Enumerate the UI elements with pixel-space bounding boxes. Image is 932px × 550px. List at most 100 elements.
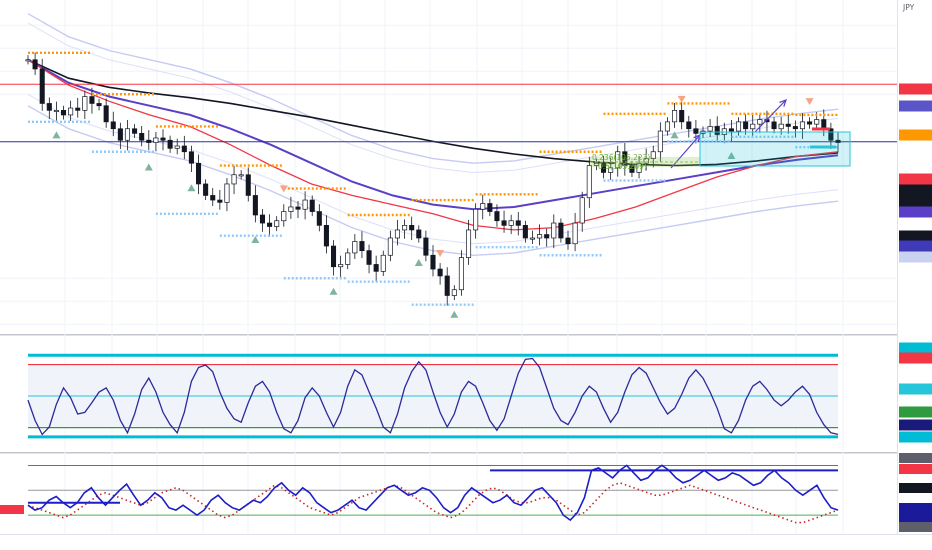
candle-body <box>89 96 95 104</box>
candle-body <box>160 137 166 141</box>
candle-body <box>771 121 777 130</box>
sell-signal-marker <box>279 185 288 193</box>
candle-body <box>828 128 834 141</box>
fib-labels: 0.236(105.223) 0.5(105.209) <box>592 153 650 171</box>
rsi-label-box <box>899 503 932 513</box>
rsi-pane[interactable] <box>27 464 839 524</box>
user-drawings[interactable] <box>590 99 851 169</box>
rsi-label <box>899 503 932 513</box>
osc-line <box>27 357 839 436</box>
candle-body <box>465 229 472 258</box>
buy-signal-marker <box>52 131 61 139</box>
pane-divider[interactable] <box>0 334 898 336</box>
candle-body <box>402 225 408 231</box>
currency-label: JPY <box>902 3 915 12</box>
fib-label-05: 0.5(105.209) <box>598 162 647 171</box>
candle-body <box>579 197 585 224</box>
rsi-label <box>899 464 932 474</box>
price-label <box>899 83 932 95</box>
candle-body <box>117 128 123 141</box>
candle-body <box>778 123 784 130</box>
candle-body <box>501 220 507 226</box>
rsi-label <box>899 453 932 463</box>
candle-body <box>423 237 429 256</box>
buy-signal-marker <box>187 184 196 192</box>
buy-signal-marker <box>450 310 459 318</box>
candle-body <box>366 250 372 265</box>
candle-body <box>792 126 798 130</box>
candle-body <box>316 211 322 226</box>
arrow-head <box>779 99 787 107</box>
candle-body <box>53 109 59 112</box>
drawing-arrow-2 <box>754 99 787 133</box>
candle-body <box>139 133 145 141</box>
consolidation-box <box>699 131 851 167</box>
buy-signal-marker <box>144 163 153 171</box>
candle-body <box>643 158 649 164</box>
rsi-left-label <box>0 505 24 515</box>
pane-divider[interactable] <box>0 452 898 454</box>
upper-band-inner <box>27 22 839 174</box>
candle-body <box>508 220 514 226</box>
candle-body <box>551 222 557 239</box>
rsi-axis[interactable] <box>0 453 932 532</box>
candle-body <box>345 252 351 265</box>
oscillator-axis[interactable] <box>899 342 932 443</box>
candle-body <box>174 145 180 149</box>
buy-signal-marker <box>670 131 679 139</box>
candle-body <box>25 59 31 62</box>
candle-body <box>494 211 500 222</box>
candle-body <box>387 237 393 256</box>
candle-body <box>39 68 45 104</box>
candle-body <box>195 162 202 185</box>
rsi-signal-line <box>27 481 839 524</box>
oscillator-pane[interactable] <box>27 353 839 439</box>
buy-signal-marker <box>251 236 260 243</box>
rsi-label <box>899 483 932 493</box>
sell-signal-marker <box>805 98 814 106</box>
price-label <box>899 251 932 263</box>
candle-body <box>451 289 457 296</box>
ma-red-line <box>27 59 839 231</box>
buy-signal-marker <box>329 287 338 295</box>
candle-body <box>835 139 841 143</box>
price-axis-border <box>897 0 898 534</box>
candle-body <box>444 275 450 296</box>
price-label <box>898 141 932 153</box>
candle-body <box>231 174 237 185</box>
price-label-box <box>899 240 932 252</box>
price-label-box <box>898 141 932 153</box>
candle-body <box>323 225 329 247</box>
price-label <box>899 100 932 112</box>
sell-signal-marker <box>436 249 445 257</box>
candle-body <box>735 121 742 132</box>
price-label <box>899 240 932 252</box>
candle-body <box>686 121 692 130</box>
candle-body <box>330 245 337 268</box>
rsi-label-box <box>899 483 932 493</box>
candle-body <box>409 225 415 231</box>
candle-body <box>188 151 194 164</box>
candle-body <box>757 119 763 125</box>
candle-body <box>714 126 720 135</box>
candle-body <box>814 119 820 125</box>
candle-body <box>245 174 251 196</box>
candle-body <box>309 199 315 212</box>
candle-body <box>807 121 813 125</box>
candle-body <box>487 203 493 212</box>
candle-body <box>430 254 436 270</box>
rsi-label <box>899 522 932 532</box>
candle-body <box>473 208 479 231</box>
candle-body <box>679 109 685 123</box>
candle-body <box>288 206 294 212</box>
candle-body <box>522 225 528 239</box>
candle-body <box>629 165 635 173</box>
ma-purple-line <box>27 58 839 211</box>
price-axis[interactable] <box>898 83 932 263</box>
candle-body <box>672 109 678 123</box>
candle-body <box>32 59 38 70</box>
candle-body <box>657 130 663 153</box>
buy-signal-marker <box>414 259 423 266</box>
candle-body <box>259 214 266 224</box>
